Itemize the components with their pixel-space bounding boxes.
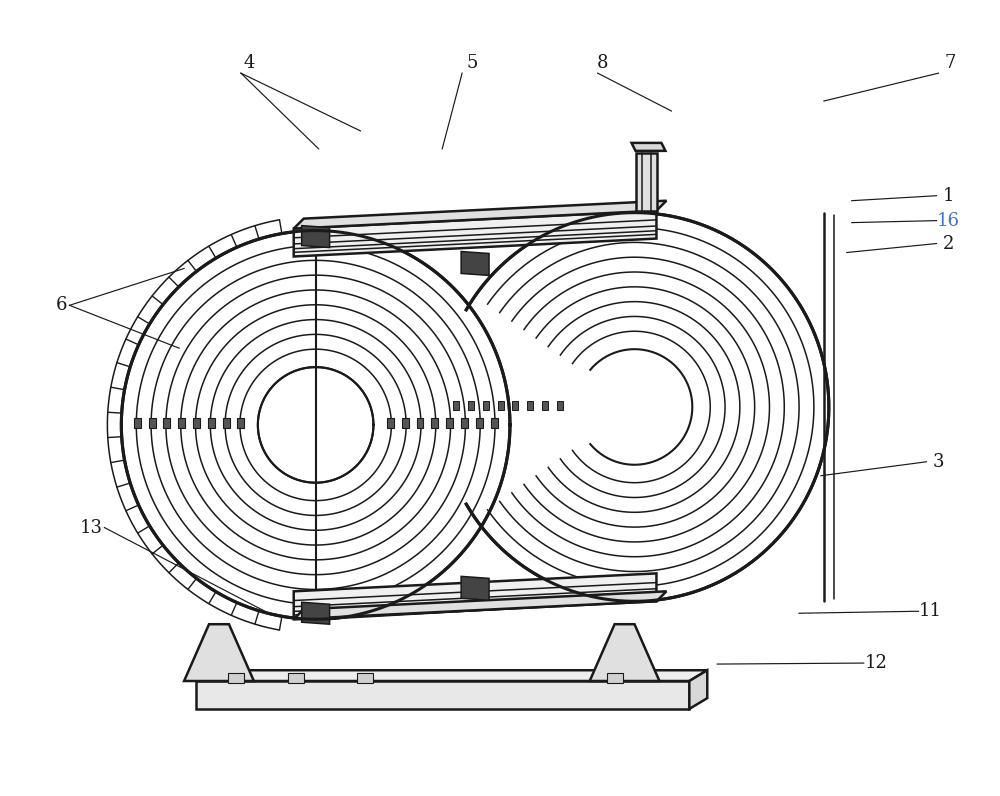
- Text: 6: 6: [56, 296, 67, 314]
- Bar: [483, 401, 489, 411]
- Bar: [149, 418, 156, 428]
- Bar: [512, 401, 518, 411]
- Bar: [607, 673, 623, 683]
- Text: 13: 13: [80, 518, 103, 537]
- Polygon shape: [302, 225, 330, 248]
- Bar: [402, 418, 409, 428]
- Text: 8: 8: [597, 54, 608, 72]
- Bar: [134, 418, 141, 428]
- Text: 2: 2: [943, 235, 954, 252]
- Polygon shape: [184, 624, 254, 681]
- Text: 1: 1: [943, 187, 954, 205]
- Bar: [228, 673, 244, 683]
- Bar: [223, 418, 230, 428]
- Polygon shape: [196, 670, 707, 681]
- Bar: [208, 418, 215, 428]
- Polygon shape: [590, 624, 659, 681]
- Bar: [163, 418, 170, 428]
- Text: 11: 11: [919, 603, 942, 620]
- Bar: [417, 418, 423, 428]
- Text: 5: 5: [466, 54, 478, 72]
- Bar: [468, 401, 474, 411]
- Bar: [193, 418, 200, 428]
- Polygon shape: [294, 211, 656, 256]
- Text: 16: 16: [937, 212, 960, 229]
- Polygon shape: [461, 252, 489, 275]
- Polygon shape: [461, 576, 489, 600]
- Bar: [557, 401, 563, 411]
- Bar: [357, 673, 373, 683]
- Polygon shape: [302, 603, 330, 624]
- Polygon shape: [689, 670, 707, 709]
- Text: 12: 12: [865, 654, 888, 672]
- Polygon shape: [440, 213, 829, 601]
- Bar: [491, 418, 498, 428]
- Polygon shape: [294, 201, 666, 228]
- Bar: [237, 418, 244, 428]
- Polygon shape: [632, 143, 665, 151]
- Bar: [476, 418, 483, 428]
- Bar: [288, 673, 304, 683]
- Bar: [453, 401, 459, 411]
- Polygon shape: [196, 681, 689, 709]
- Text: 3: 3: [933, 453, 944, 470]
- Text: 4: 4: [243, 54, 255, 72]
- Bar: [527, 401, 533, 411]
- Bar: [178, 418, 185, 428]
- Bar: [498, 401, 504, 411]
- Polygon shape: [636, 153, 657, 211]
- Polygon shape: [294, 573, 656, 619]
- Bar: [542, 401, 548, 411]
- Bar: [446, 418, 453, 428]
- Bar: [387, 418, 394, 428]
- Bar: [431, 418, 438, 428]
- Polygon shape: [121, 231, 510, 619]
- Bar: [461, 418, 468, 428]
- Polygon shape: [294, 591, 666, 619]
- Text: 7: 7: [945, 54, 956, 72]
